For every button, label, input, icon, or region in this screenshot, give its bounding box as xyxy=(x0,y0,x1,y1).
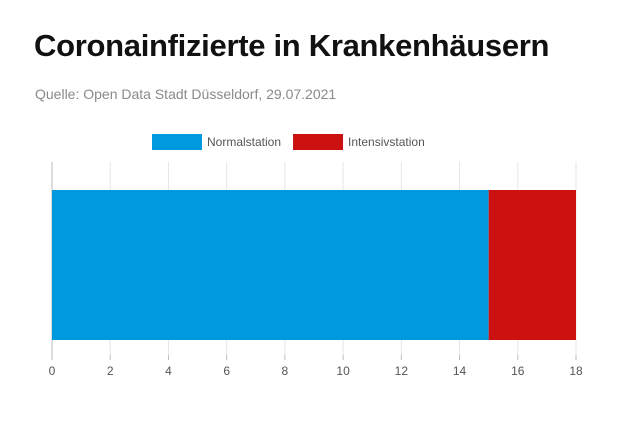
legend-swatch-normalstation[interactable] xyxy=(152,134,202,150)
x-tick-label-4: 4 xyxy=(165,364,172,378)
chart-title: Coronainfizierte in Krankenhäusern xyxy=(34,28,550,63)
x-tick-label-10: 10 xyxy=(336,364,350,378)
x-tick-label-14: 14 xyxy=(453,364,467,378)
x-tick-label-8: 8 xyxy=(282,364,289,378)
legend-label-normalstation[interactable]: Normalstation xyxy=(207,135,281,149)
x-tick-label-2: 2 xyxy=(107,364,114,378)
bar-normalstation[interactable] xyxy=(52,190,489,340)
x-tick-label-6: 6 xyxy=(223,364,230,378)
x-tick-label-18: 18 xyxy=(569,364,583,378)
bars xyxy=(52,190,576,340)
legend: Normalstation Intensivstation xyxy=(152,134,425,150)
x-tick-label-0: 0 xyxy=(49,364,56,378)
legend-label-intensivstation[interactable]: Intensivstation xyxy=(348,135,425,149)
chart-source: Quelle: Open Data Stadt Düsseldorf, 29.0… xyxy=(35,86,337,102)
stacked-bar-chart: Normalstation Intensivstation 0 2 4 6 8 10 12 14… xyxy=(49,134,583,378)
x-tick-label-16: 16 xyxy=(511,364,525,378)
x-axis: 0 2 4 6 8 10 12 14 16 18 xyxy=(49,355,583,378)
legend-swatch-intensivstation[interactable] xyxy=(293,134,344,150)
x-tick-label-12: 12 xyxy=(395,364,409,378)
bar-intensivstation[interactable] xyxy=(488,190,576,340)
